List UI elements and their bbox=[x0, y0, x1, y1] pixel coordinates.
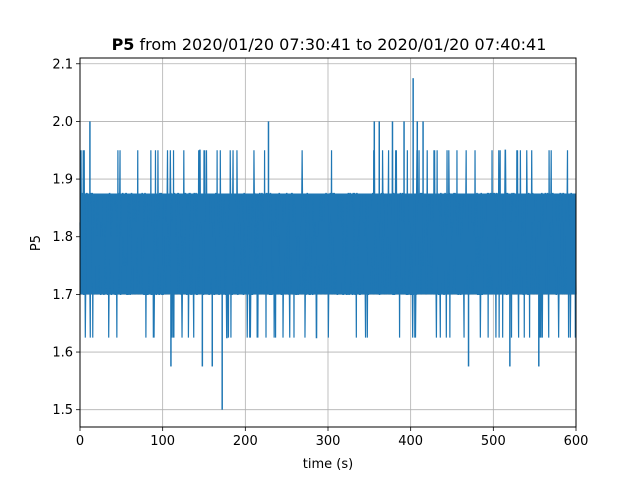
plot-area bbox=[79, 78, 577, 410]
x-tick-label: 100 bbox=[150, 434, 175, 449]
y-tick-label: 1.9 bbox=[52, 173, 73, 188]
x-tick-label: 600 bbox=[564, 434, 589, 449]
y-tick-label: 2.0 bbox=[52, 115, 73, 130]
chart-title-rest: from 2020/01/20 07:30:41 to 2020/01/20 0… bbox=[134, 35, 546, 54]
x-tick-label: 400 bbox=[398, 434, 423, 449]
y-tick-label: 1.6 bbox=[52, 346, 73, 361]
chart-title: P5 from 2020/01/20 07:30:41 to 2020/01/2… bbox=[112, 35, 547, 54]
y-axis-label: P5 bbox=[29, 235, 44, 251]
x-tick-label: 0 bbox=[76, 434, 84, 449]
chart-title-bold: P5 bbox=[112, 35, 135, 54]
y-tick-label: 1.7 bbox=[52, 288, 73, 303]
x-tick-label: 200 bbox=[233, 434, 258, 449]
y-tick-label: 2.1 bbox=[52, 57, 73, 72]
x-axis-label: time (s) bbox=[303, 457, 353, 472]
series-line bbox=[79, 149, 577, 339]
y-tick-label: 1.5 bbox=[52, 403, 73, 418]
x-tick-label: 500 bbox=[481, 434, 506, 449]
ticks-layer: 0 100 200 300 400 500 600 1.5 1.6 1.7 1.8 1.9 2.0 2.1 bbox=[52, 57, 588, 449]
y-tick-label: 1.8 bbox=[52, 230, 73, 245]
x-tick-label: 300 bbox=[316, 434, 341, 449]
